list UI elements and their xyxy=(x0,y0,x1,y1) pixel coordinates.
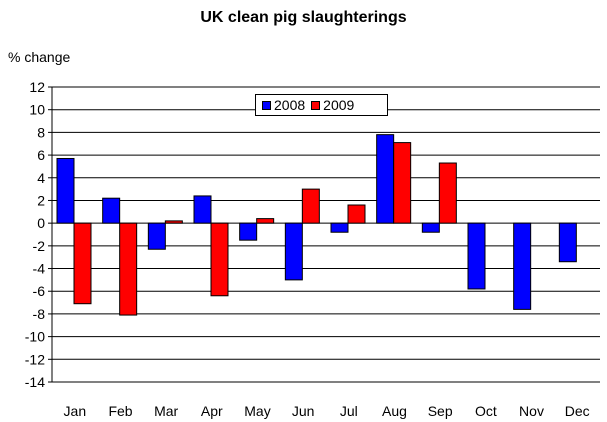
legend-swatch-2009 xyxy=(311,100,321,110)
bar-2009-feb xyxy=(119,222,138,316)
bar-2008-sep xyxy=(421,222,440,233)
legend-item-2009: 2009 xyxy=(311,97,354,113)
x-tick-label: Apr xyxy=(201,403,223,419)
y-tick-label: -2 xyxy=(33,238,46,254)
x-tick-label: Feb xyxy=(108,403,132,419)
y-tick-label: 6 xyxy=(37,147,45,163)
legend-item-2008: 2008 xyxy=(262,97,305,113)
bar-2008-jun xyxy=(284,222,303,281)
y-tick-label: 0 xyxy=(37,215,45,231)
x-tick-label: Dec xyxy=(565,403,590,419)
bar-2008-jan xyxy=(56,157,75,224)
y-tick-label: -8 xyxy=(33,306,46,322)
bar-2008-oct xyxy=(467,222,486,290)
x-tick-label: Jun xyxy=(292,403,315,419)
y-tick-label: -4 xyxy=(33,261,46,277)
x-tick-label: Aug xyxy=(382,403,407,419)
bar-2008-apr xyxy=(193,195,212,224)
legend: 2008 2009 xyxy=(255,94,388,116)
x-tick-label: Jul xyxy=(340,403,358,419)
bar-2009-jan xyxy=(73,222,92,305)
y-tick-label: -12 xyxy=(25,351,45,367)
bar-2009-jul xyxy=(347,204,366,224)
y-tick-label: -10 xyxy=(25,329,45,345)
y-tick-label: -14 xyxy=(25,374,45,390)
bar-2009-mar xyxy=(164,220,183,224)
bar-2008-feb xyxy=(102,197,121,224)
chart-title: UK clean pig slaughterings xyxy=(200,9,407,26)
x-tick-label: Oct xyxy=(475,403,497,419)
y-tick-label: 10 xyxy=(29,102,45,118)
bar-2008-dec xyxy=(558,222,577,263)
legend-label-2008: 2008 xyxy=(274,97,306,113)
bar-2009-may xyxy=(256,218,275,224)
bar-2008-aug xyxy=(376,134,395,224)
y-tick-label: 12 xyxy=(29,79,45,95)
y-tick-label: -6 xyxy=(33,283,46,299)
y-axis-label: % change xyxy=(8,49,71,65)
x-tick-label: Mar xyxy=(154,403,178,419)
bar-2009-sep xyxy=(438,162,457,224)
legend-label-2009: 2009 xyxy=(323,97,355,113)
legend-swatch-2008 xyxy=(262,100,271,110)
x-tick-label: Sep xyxy=(428,403,453,419)
y-tick-label: 4 xyxy=(37,170,45,186)
bar-2008-mar xyxy=(147,222,166,250)
bar-2009-apr xyxy=(210,222,229,297)
y-tick-label: 8 xyxy=(37,124,45,140)
x-tick-label: May xyxy=(244,403,270,419)
y-tick-label: 2 xyxy=(37,192,45,208)
x-tick-label: Nov xyxy=(519,403,544,419)
bar-2009-aug xyxy=(393,142,412,224)
bar-2008-may xyxy=(239,222,258,241)
bar-2008-nov xyxy=(513,222,532,310)
x-tick-label: Jan xyxy=(64,403,87,419)
bar-2008-jul xyxy=(330,222,349,233)
bar-2009-jun xyxy=(301,188,320,224)
